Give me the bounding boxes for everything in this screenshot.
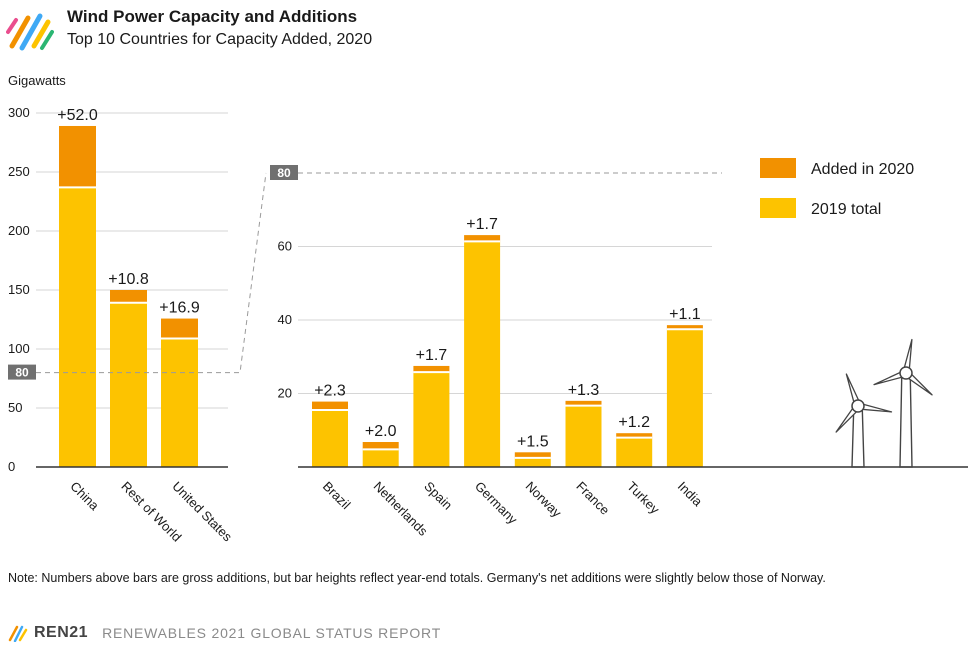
legend-entry: Added in 2020	[811, 161, 914, 178]
bar-2019-total	[464, 241, 501, 467]
bar-2019-total	[666, 329, 703, 467]
y-tick-label: 150	[8, 282, 30, 297]
y-tick-label: 60	[278, 239, 292, 254]
data-label: +52.0	[57, 107, 98, 124]
marker-badge	[8, 364, 36, 380]
data-label: +10.8	[108, 271, 149, 288]
y-tick-label: 20	[278, 386, 292, 401]
bar-2019-total	[413, 372, 450, 467]
bar-2019-total	[161, 338, 198, 467]
turbine-tower	[899, 372, 913, 468]
x-tick-label: India	[675, 479, 706, 510]
bar-2019-total	[565, 405, 602, 467]
footer-report: RENEWABLES 2021 GLOBAL STATUS REPORT	[102, 625, 442, 641]
bar-added-2020	[312, 401, 348, 411]
data-label: +1.7	[416, 347, 448, 364]
marker-label: 80	[277, 166, 291, 180]
marker-badge	[270, 165, 298, 180]
y-tick-label: 0	[8, 459, 15, 474]
x-tick-label: China	[67, 479, 102, 514]
bar-added-2020	[565, 400, 602, 406]
data-label: +1.1	[669, 306, 701, 323]
bar-2019-total	[514, 457, 551, 467]
legend-entry: 2019 total	[811, 201, 881, 218]
bar-added-2020	[413, 365, 450, 373]
bar-added-2020	[110, 290, 147, 303]
y-axis-label: Gigawatts	[8, 73, 66, 88]
bar-added-2020	[666, 325, 703, 330]
bar-added-2020	[59, 125, 96, 188]
data-label: +1.5	[517, 433, 549, 450]
y-tick-label: 250	[8, 164, 30, 179]
legend-swatch	[760, 198, 796, 218]
bar-2019-total	[110, 302, 147, 467]
turbine-hub	[851, 399, 865, 413]
bar-2019-total	[616, 437, 653, 467]
scale-connector: 80	[36, 165, 722, 374]
data-label: +1.2	[618, 414, 650, 431]
x-tick-label: Turkey	[624, 479, 663, 518]
x-tick-label: Germany	[472, 479, 521, 528]
left-chart: Gigawatts 0 50 100 150 200 250 300 +52.0 China +10…	[8, 73, 236, 545]
legend: Added in 2020 2019 total	[760, 158, 914, 218]
bar-added-2020	[514, 452, 551, 458]
x-tick-label: Norway	[523, 479, 565, 521]
bar-2019-total	[362, 449, 399, 467]
bar-2019-total	[59, 187, 96, 467]
chart-title: Wind Power Capacity and Additions	[67, 7, 358, 26]
marker-label: 80	[15, 366, 29, 380]
ren21-small-logo-icon	[8, 625, 28, 642]
bar-2019-total	[312, 410, 348, 467]
y-tick-label: 100	[8, 341, 30, 356]
bar-added-2020	[161, 318, 198, 339]
chart-canvas: Gigawatts 0 50 100 150 200 250 300 +52.0 China +10…	[8, 73, 968, 545]
chart-subtitle: Top 10 Countries for Capacity Added, 202…	[67, 31, 373, 48]
wind-turbine-icon	[835, 338, 933, 468]
data-label: +2.3	[314, 383, 346, 400]
right-chart: 204060+2.3Brazil+2.0Netherlands+1.7Spain…	[278, 216, 968, 539]
y-tick-label: 40	[278, 312, 292, 327]
turbine-hub	[899, 366, 913, 380]
bar-added-2020	[616, 433, 653, 438]
chart-note: Note: Numbers above bars are gross addit…	[8, 571, 826, 585]
data-label: +16.9	[159, 300, 200, 317]
x-tick-label: Spain	[421, 479, 455, 513]
data-label: +1.3	[568, 382, 600, 399]
bar-added-2020	[362, 442, 399, 450]
footer: REN21 RENEWABLES 2021 GLOBAL STATUS REPO…	[8, 624, 441, 642]
connector-dashed-line	[36, 172, 267, 374]
bar-added-2020	[464, 235, 501, 242]
footer-org: REN21	[34, 624, 89, 641]
x-tick-label: Brazil	[320, 479, 354, 513]
x-tick-label: France	[573, 479, 612, 518]
y-tick-label: 300	[8, 105, 30, 120]
y-tick-label: 50	[8, 400, 22, 415]
y-tick-label: 200	[8, 223, 30, 238]
ren21-logo-icon	[6, 13, 54, 51]
data-label: +1.7	[466, 216, 498, 233]
legend-swatch	[760, 158, 796, 178]
data-label: +2.0	[365, 423, 397, 440]
